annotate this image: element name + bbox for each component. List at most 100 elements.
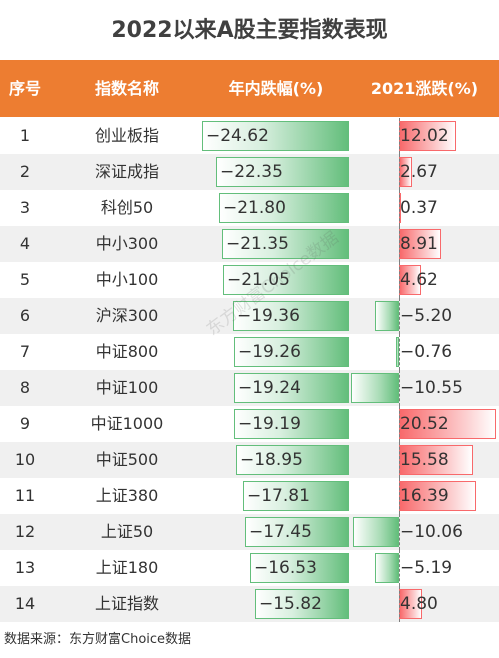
header-name: 指数名称	[94, 79, 159, 98]
y2021-positive-bar	[399, 229, 441, 259]
ytd-value: −21.35	[226, 234, 289, 254]
y2021-positive-bar	[399, 481, 476, 511]
ytd-bar	[250, 553, 349, 583]
row-index: 1	[19, 126, 31, 145]
ytd-value: −17.81	[247, 486, 310, 506]
ytd-bar	[234, 337, 349, 367]
y2021-value: 4.62	[400, 270, 438, 290]
y2021-value: 2.67	[400, 162, 438, 182]
index-name: 上证380	[95, 486, 159, 505]
row-index: 3	[19, 198, 31, 217]
index-name: 沪深300	[95, 306, 159, 325]
ytd-value: −21.80	[223, 198, 286, 218]
y2021-negative-bar	[396, 337, 399, 367]
table-row: 6 沪深300 −19.36 −5.20	[0, 298, 499, 334]
chart-title: 2022以来A股主要指数表现	[111, 18, 388, 43]
ytd-value: −19.19	[238, 414, 301, 434]
header-index: 序号	[8, 79, 41, 98]
ytd-bar	[202, 121, 349, 151]
ytd-value: −16.53	[254, 558, 317, 578]
ytd-value: −22.35	[220, 162, 283, 182]
zero-axis	[399, 406, 400, 442]
zero-axis	[399, 334, 400, 370]
table-row: 14 上证指数 −15.82 4.80	[0, 586, 499, 622]
ytd-bar	[234, 409, 349, 439]
zero-axis	[399, 586, 400, 622]
ytd-bar	[222, 229, 349, 259]
table-row: 7 中证800 −19.26 −0.76	[0, 334, 499, 370]
row-index: 9	[19, 414, 31, 433]
y2021-value: −5.19	[400, 558, 453, 578]
ytd-bar	[223, 265, 349, 295]
ytd-value: −17.45	[249, 522, 312, 542]
ytd-bar	[245, 517, 349, 547]
index-name: 上证50	[100, 522, 154, 541]
y2021-value: 16.39	[400, 486, 449, 506]
ytd-value: −21.05	[227, 270, 290, 290]
index-name: 上证180	[95, 558, 159, 577]
zero-axis	[399, 298, 400, 334]
table-header: 序号 指数名称 年内跌幅(%) 2021涨跌(%)	[0, 60, 499, 117]
ytd-value: −24.62	[206, 126, 269, 146]
ytd-bar	[233, 301, 349, 331]
zero-axis	[399, 514, 400, 550]
y2021-value: 0.37	[400, 198, 438, 218]
zero-axis	[399, 190, 400, 226]
header-ytd: 年内跌幅(%)	[228, 79, 324, 98]
ytd-bar	[243, 481, 349, 511]
index-name: 中小100	[95, 270, 159, 289]
ytd-bar	[255, 589, 349, 619]
row-index: 11	[14, 486, 36, 505]
y2021-negative-bar	[375, 553, 399, 583]
table-body: 1 创业板指 −24.62 12.02 2 深证成指 −22.35 2.67 3 科创50 −21.…	[0, 118, 499, 622]
zero-axis	[399, 262, 400, 298]
data-source: 数据来源：东方财富Choice数据	[4, 632, 192, 647]
row-index: 8	[19, 378, 31, 397]
y2021-value: −5.20	[400, 306, 453, 326]
index-name: 中证500	[95, 450, 159, 469]
index-name: 深证成指	[94, 162, 159, 181]
ytd-bar	[216, 157, 349, 187]
row-index: 12	[14, 522, 36, 541]
table-row: 2 深证成指 −22.35 2.67	[0, 154, 499, 190]
ytd-value: −18.95	[240, 450, 303, 470]
zero-axis	[399, 226, 400, 262]
y2021-value: −0.76	[400, 342, 453, 362]
zero-axis	[399, 118, 400, 154]
index-name: 中证800	[95, 342, 159, 361]
table-row: 8 中证100 −19.24 −10.55	[0, 370, 499, 406]
index-name: 创业板指	[94, 126, 159, 145]
ytd-value: −15.82	[259, 594, 322, 614]
ytd-value: −19.36	[237, 306, 300, 326]
zero-axis	[399, 442, 400, 478]
row-index: 10	[14, 450, 36, 469]
table-row: 10 中证500 −18.95 15.58	[0, 442, 499, 478]
index-name: 中证1000	[90, 414, 164, 433]
y2021-value: 8.91	[400, 234, 438, 254]
y2021-positive-bar	[399, 409, 496, 439]
zero-axis	[399, 550, 400, 586]
ytd-bar	[219, 193, 349, 223]
table-row: 12 上证50 −17.45 −10.06	[0, 514, 499, 550]
table-row: 3 科创50 −21.80 0.37	[0, 190, 499, 226]
y2021-value: −10.55	[400, 378, 463, 398]
y2021-value: 20.52	[400, 414, 449, 434]
table-row: 13 上证180 −16.53 −5.19	[0, 550, 499, 586]
zero-axis	[399, 154, 400, 190]
row-index: 13	[14, 558, 36, 577]
row-index: 7	[19, 342, 31, 361]
table-row: 1 创业板指 −24.62 12.02	[0, 118, 499, 154]
header-2021: 2021涨跌(%)	[370, 79, 479, 98]
table-row: 9 中证1000 −19.19 20.52	[0, 406, 499, 442]
table-row: 4 中小300 −21.35 8.91	[0, 226, 499, 262]
y2021-positive-bar	[399, 445, 473, 475]
ytd-value: −19.26	[238, 342, 301, 362]
index-name: 上证指数	[94, 594, 159, 613]
table-row: 5 中小100 −21.05 4.62	[0, 262, 499, 298]
y2021-value: 15.58	[400, 450, 449, 470]
row-index: 14	[14, 594, 36, 613]
table-row: 11 上证380 −17.81 16.39	[0, 478, 499, 514]
row-index: 6	[19, 306, 31, 325]
ytd-value: −19.24	[238, 378, 301, 398]
y2021-value: 12.02	[400, 126, 449, 146]
